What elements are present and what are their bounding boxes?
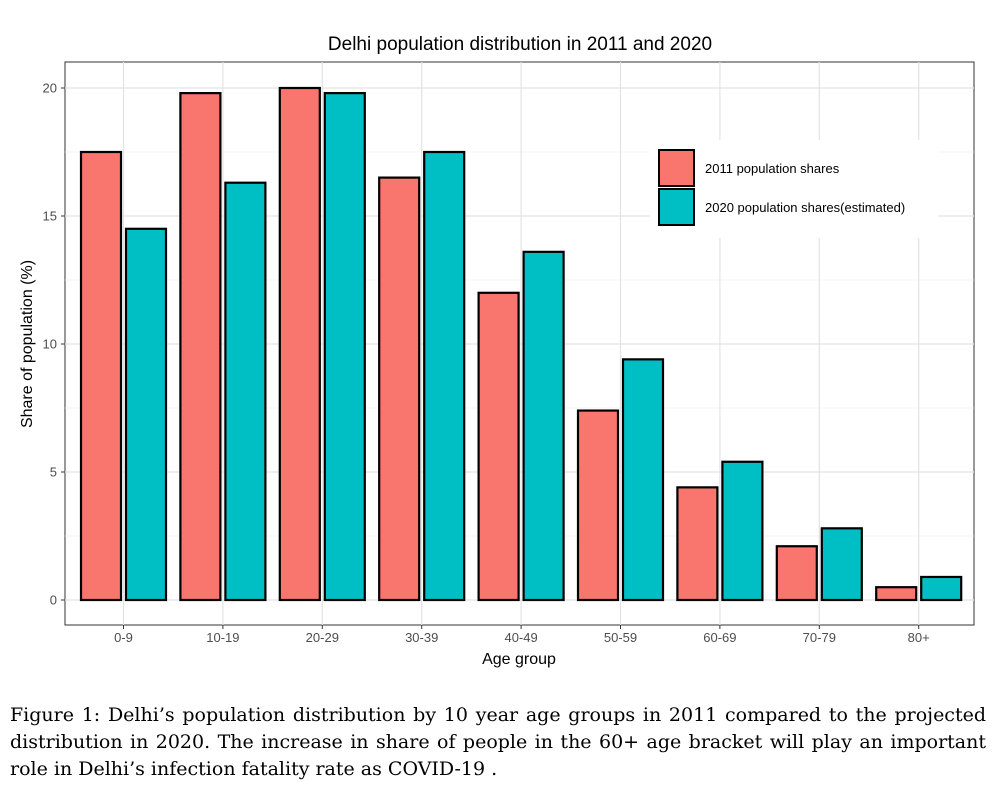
x-axis: 0-9 10-19 20-29 30-39 40-49 50-59 60-69 70-79 80… xyxy=(114,625,930,645)
x-tick-label: 10-19 xyxy=(206,630,239,645)
bar-2011-0-9 xyxy=(79,150,123,602)
y-tick-label: 10 xyxy=(43,337,57,352)
bar-2011-30-39 xyxy=(378,176,421,602)
legend-key-2011 xyxy=(658,149,695,187)
bar-2011-70-79 xyxy=(775,545,818,602)
bar-2020-0-9 xyxy=(124,227,168,602)
chart-title: Delhi population distribution in 2011 an… xyxy=(328,34,712,55)
bar-2011-60-69 xyxy=(676,486,719,602)
bar-2020-30-39 xyxy=(423,150,466,602)
bar-2011-40-49 xyxy=(477,291,520,602)
x-tick-label: 20-29 xyxy=(306,630,339,645)
legend-background xyxy=(650,140,938,238)
figure-caption: Figure 1: Delhi’s population distributio… xyxy=(10,704,986,780)
y-axis: 0 5 10 15 20 xyxy=(43,81,65,608)
x-tick-label: 30-39 xyxy=(405,630,438,645)
bar-2011-80+ xyxy=(875,586,918,602)
bar-chart: Delhi population distribution in 2011 an… xyxy=(19,34,975,668)
bar-2020-80+ xyxy=(920,575,963,602)
x-tick-label: 70-79 xyxy=(803,630,836,645)
bars xyxy=(79,86,963,602)
bar-2011-10-19 xyxy=(179,92,222,602)
bar-2020-70-79 xyxy=(820,527,863,602)
legend-key-2020 xyxy=(658,188,695,226)
y-tick-label: 20 xyxy=(43,81,57,96)
x-axis-label: Age group xyxy=(482,651,556,668)
bar-2020-20-29 xyxy=(323,92,366,602)
y-tick-label: 15 xyxy=(43,209,57,224)
bar-2020-10-19 xyxy=(224,181,267,602)
bar-2011-20-29 xyxy=(278,86,321,602)
x-tick-label: 60-69 xyxy=(703,630,736,645)
y-axis-label: Share of population (%) xyxy=(19,260,36,428)
bar-2011-50-59 xyxy=(576,409,620,602)
legend-label-2020: 2020 population shares(estimated) xyxy=(705,200,905,215)
legend: 2011 population shares 2020 population s… xyxy=(650,140,938,238)
x-tick-label: 0-9 xyxy=(114,630,133,645)
x-tick-label: 50-59 xyxy=(604,630,637,645)
x-tick-label: 80+ xyxy=(908,630,930,645)
bar-2020-60-69 xyxy=(721,460,764,602)
y-tick-label: 5 xyxy=(50,465,57,480)
legend-label-2011: 2011 population shares xyxy=(705,161,840,176)
bar-2020-40-49 xyxy=(522,250,565,602)
y-tick-label: 0 xyxy=(50,593,57,608)
bar-2020-50-59 xyxy=(621,358,665,602)
x-tick-label: 40-49 xyxy=(504,630,537,645)
